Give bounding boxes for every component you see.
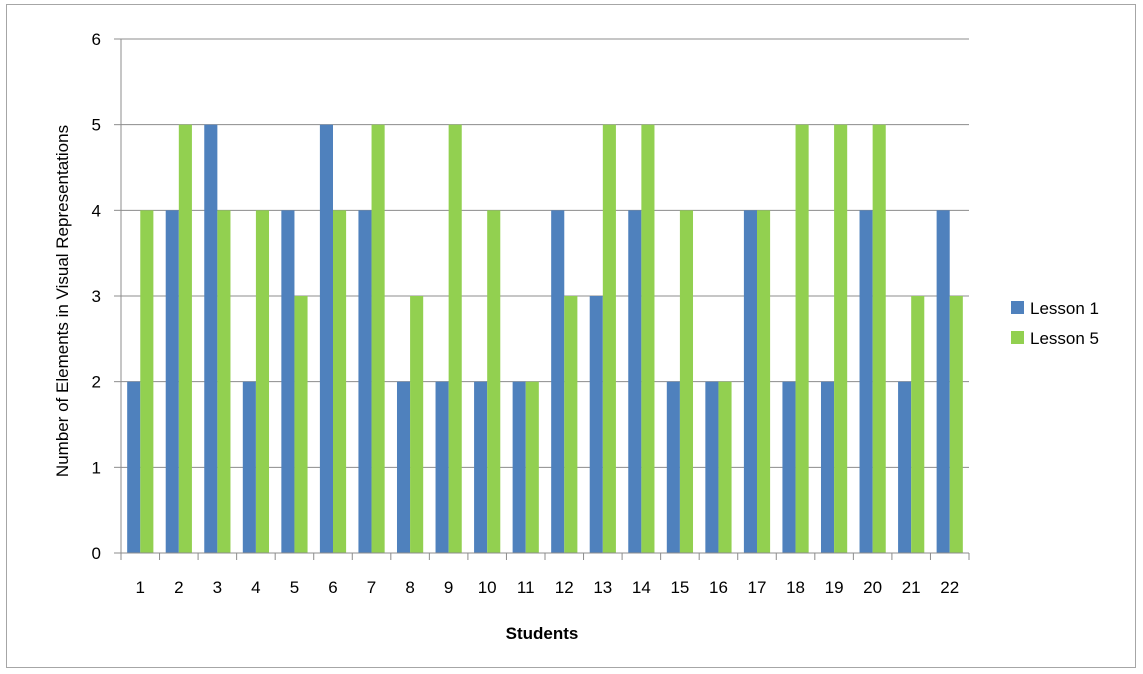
y-tick-label: 6	[92, 30, 101, 49]
x-axis-title: Students	[506, 624, 579, 643]
x-tick-label: 8	[405, 578, 414, 597]
bars	[127, 124, 963, 554]
x-tick-label: 12	[555, 578, 574, 597]
bar-lesson-1-student-6	[319, 124, 333, 554]
bar-lesson-5-student-19	[834, 124, 848, 554]
bar-lesson-5-student-4	[255, 210, 270, 554]
x-tick-label: 11	[517, 578, 535, 597]
bar-lesson-1-student-9	[435, 381, 449, 553]
x-tick-label: 15	[670, 578, 689, 597]
bar-lesson-5-student-8	[410, 296, 424, 553]
bar-lesson-1-student-20	[859, 210, 873, 554]
y-axis-title: Number of Elements in Visual Representat…	[53, 125, 72, 477]
x-tick-label: 6	[328, 578, 337, 597]
chart-frame: 0 1 2 3 4 5 6 1 2 3 4 5 6 7 8 9 10 11 12 13 14 15 16 17 18 19 20 21…	[6, 4, 1136, 668]
x-tick-label: 19	[825, 578, 844, 597]
bar-lesson-5-student-16	[718, 381, 732, 553]
axes	[120, 39, 970, 560]
bar-lesson-1-student-12	[551, 210, 565, 554]
x-tick-label: 14	[632, 578, 651, 597]
bar-lesson-5-student-12	[564, 296, 578, 553]
bar-lesson-1-student-7	[358, 210, 372, 554]
x-tick-label: 17	[748, 578, 767, 597]
y-tick-label: 5	[92, 116, 101, 135]
x-tick-label: 18	[786, 578, 805, 597]
x-tick-label: 21	[902, 578, 921, 597]
bar-lesson-5-student-10	[487, 210, 501, 554]
y-tick-label: 0	[92, 544, 101, 563]
legend-label-lesson-5: Lesson 5	[1030, 329, 1099, 348]
y-tick-label: 4	[92, 201, 101, 220]
bar-lesson-1-student-13	[589, 296, 603, 553]
bar-lesson-5-student-17	[757, 210, 771, 554]
bar-lesson-5-student-14	[641, 124, 655, 554]
x-tick-label: 22	[940, 578, 959, 597]
y-tick-label: 1	[92, 458, 101, 477]
bar-lesson-1-student-14	[628, 210, 642, 554]
bar-lesson-1-student-11	[512, 381, 526, 553]
bar-lesson-5-student-2	[178, 124, 192, 554]
bar-lesson-1-student-17	[743, 210, 757, 554]
legend-swatch-lesson-1	[1011, 301, 1024, 314]
bar-lesson-1-student-10	[474, 381, 488, 553]
bar-lesson-5-student-5	[294, 296, 308, 553]
x-tick-label: 13	[593, 578, 612, 597]
bar-lesson-1-student-15	[666, 381, 680, 553]
bar-lesson-1-student-5	[281, 210, 295, 554]
bar-lesson-5-student-3	[217, 210, 231, 554]
bar-lesson-5-student-22	[949, 296, 963, 553]
x-tick-label: 10	[478, 578, 497, 597]
bar-lesson-1-student-16	[705, 381, 719, 553]
x-tick-label: 5	[290, 578, 299, 597]
x-tick-label: 7	[367, 578, 376, 597]
legend-label-lesson-1: Lesson 1	[1030, 299, 1099, 318]
bar-lesson-5-student-18	[795, 124, 809, 554]
bar-lesson-5-student-11	[525, 381, 539, 553]
bar-lesson-1-student-4	[242, 381, 256, 553]
x-tick-label: 3	[213, 578, 222, 597]
bar-lesson-5-student-13	[602, 124, 616, 554]
x-tick-label: 2	[174, 578, 183, 597]
bar-lesson-5-student-1	[140, 210, 154, 554]
bar-lesson-1-student-1	[127, 381, 141, 553]
x-tick-label: 1	[136, 578, 145, 597]
bar-lesson-5-student-20	[872, 124, 886, 554]
x-tick-label: 16	[709, 578, 728, 597]
x-tick-label: 20	[863, 578, 882, 597]
bar-lesson-1-student-22	[936, 210, 950, 554]
bar-lesson-1-student-18	[782, 381, 796, 553]
legend-swatch-lesson-5	[1011, 331, 1024, 344]
bar-lesson-1-student-2	[165, 210, 179, 554]
y-tick-label: 3	[92, 287, 101, 306]
y-tick-label: 2	[92, 373, 101, 392]
bar-lesson-5-student-21	[911, 296, 925, 553]
bar-lesson-1-student-8	[396, 381, 411, 553]
bar-lesson-1-student-3	[204, 124, 218, 554]
bar-lesson-5-student-9	[448, 124, 462, 554]
legend: Lesson 1 Lesson 5	[1011, 299, 1099, 348]
bar-lesson-5-student-15	[679, 210, 694, 554]
bar-lesson-1-student-21	[898, 381, 912, 553]
bar-lesson-1-student-19	[820, 381, 835, 553]
x-tick-label: 9	[444, 578, 453, 597]
bar-lesson-5-student-6	[333, 210, 347, 554]
bar-lesson-5-student-7	[371, 124, 385, 554]
x-tick-label: 4	[251, 578, 260, 597]
